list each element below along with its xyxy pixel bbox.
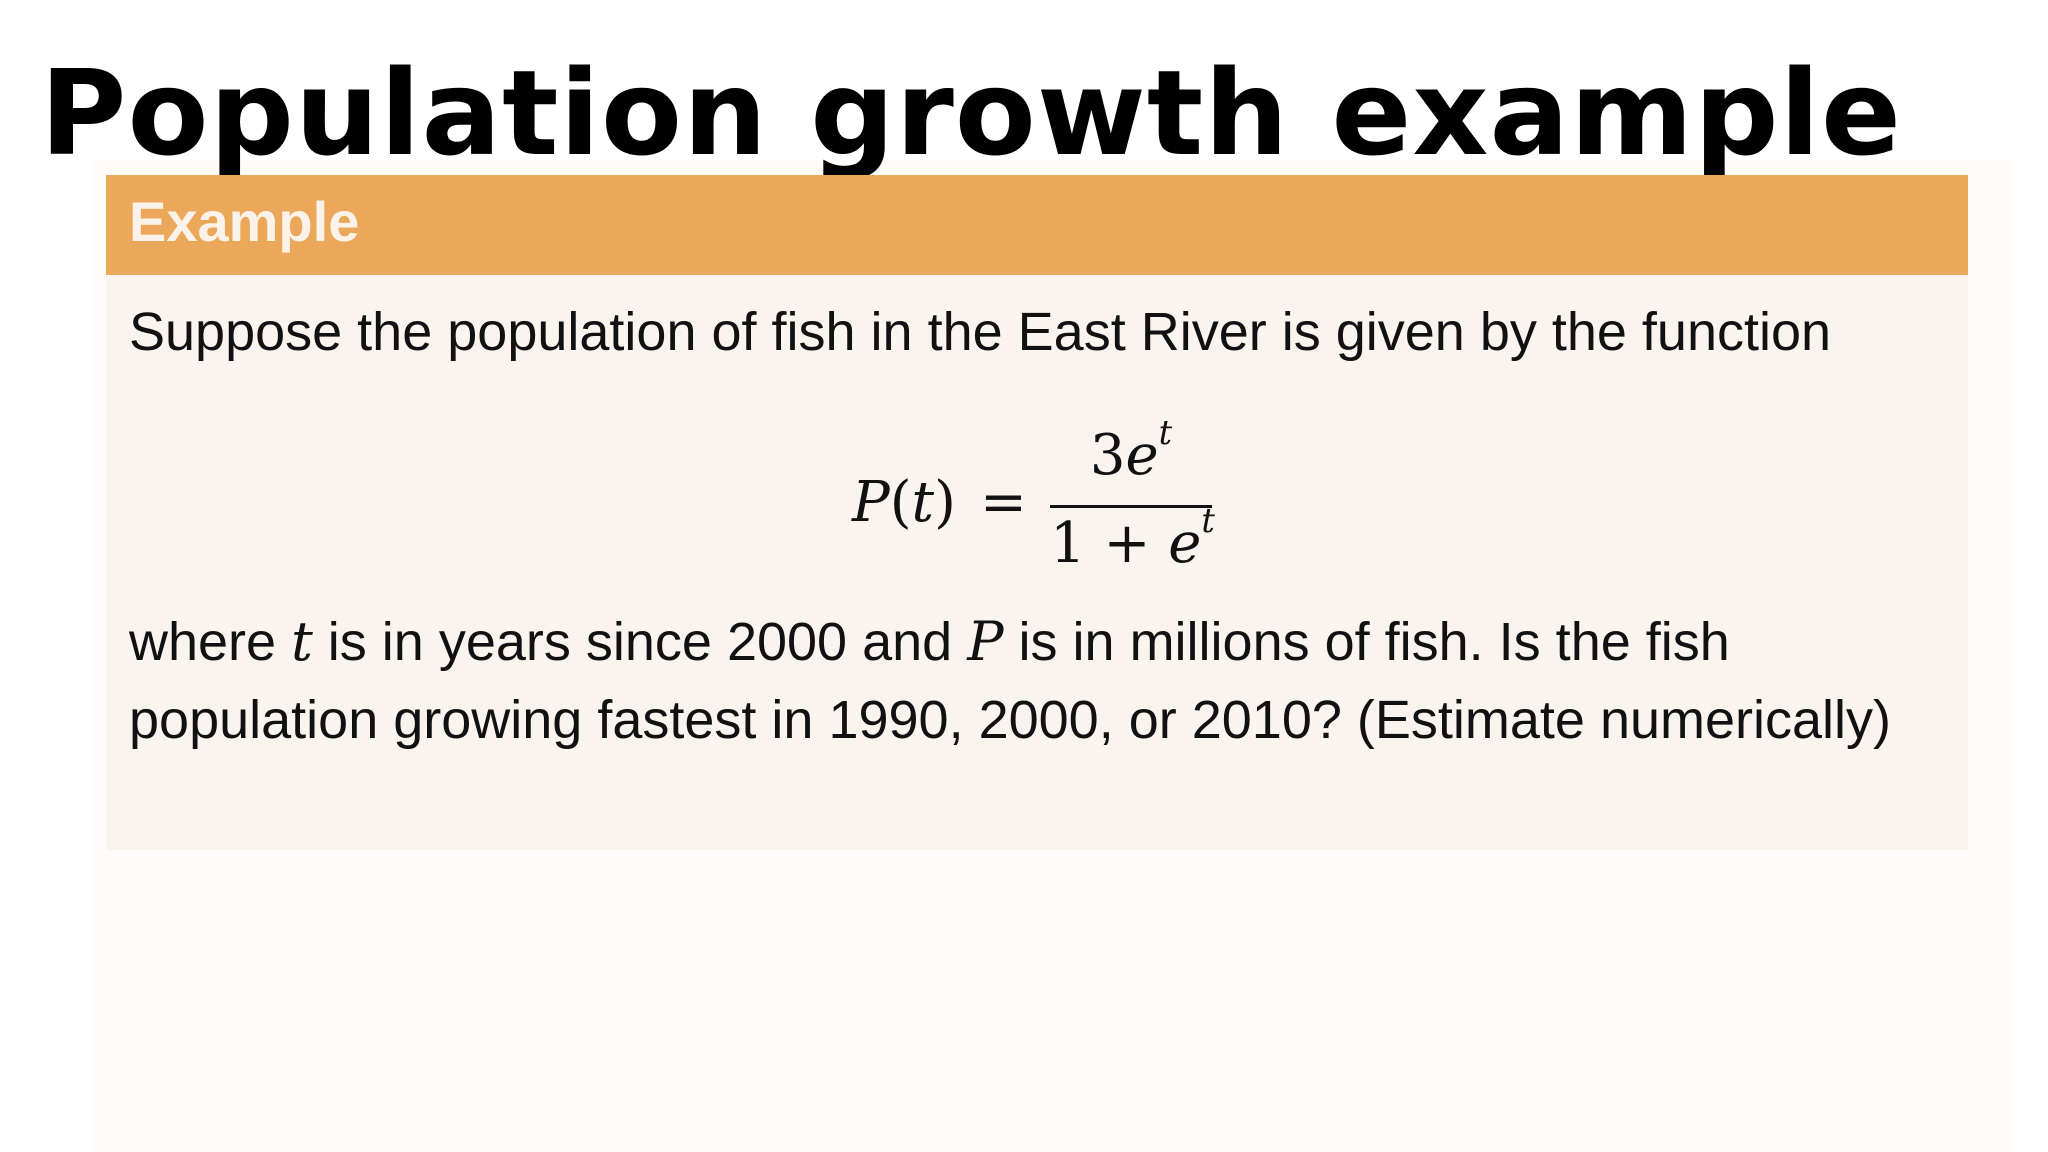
population-equation: P(t) = 3et 1 + et (852, 412, 1272, 583)
intro-text: Suppose the population of fish in the Ea… (129, 302, 1832, 362)
fraction-bar (1050, 505, 1212, 508)
variable-t: t (291, 610, 313, 673)
slide-title: Population growth example (40, 44, 1903, 182)
equation-lhs: P(t) (852, 470, 956, 535)
question-text: where t is in years since 2000 and P is … (129, 610, 1892, 750)
fraction-numerator: 3et (1089, 412, 1173, 488)
example-header-label: Example (129, 190, 360, 253)
example-header: Example (106, 175, 1968, 275)
fraction: 3et 1 + et (1050, 412, 1215, 583)
fraction-denominator: 1 + et (1050, 500, 1215, 576)
variable-P: P (967, 610, 1004, 673)
example-block: Example Suppose the population of fish i… (106, 175, 1968, 850)
equals-sign: = (980, 470, 1027, 535)
